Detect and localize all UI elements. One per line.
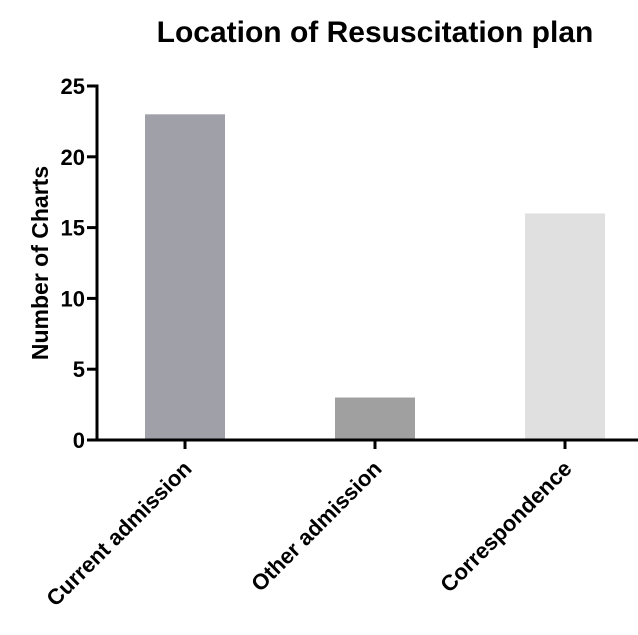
y-tick-label: 15 <box>61 216 85 241</box>
y-tick-label: 5 <box>73 357 85 382</box>
bar <box>335 397 415 440</box>
bar <box>525 213 605 440</box>
y-tick-label: 0 <box>73 428 85 453</box>
y-tick-label: 20 <box>61 145 85 170</box>
y-tick-label: 25 <box>61 74 85 99</box>
y-axis-label: Number of Charts <box>27 166 53 360</box>
x-tick-label: Current admission <box>41 456 196 611</box>
bar <box>145 114 225 440</box>
x-tick-label: Correspondence <box>435 456 576 597</box>
y-tick-label: 10 <box>61 286 85 311</box>
x-tick-label: Other admission <box>246 456 386 596</box>
chart-title: Location of Resuscitation plan <box>157 16 594 49</box>
